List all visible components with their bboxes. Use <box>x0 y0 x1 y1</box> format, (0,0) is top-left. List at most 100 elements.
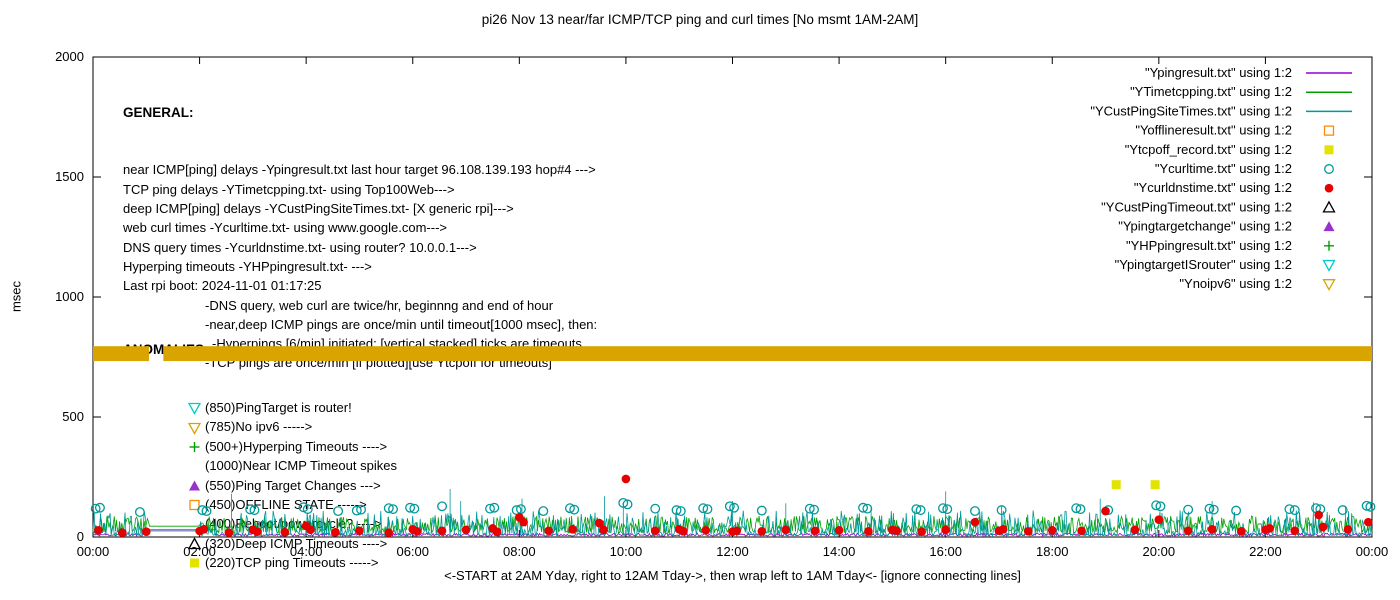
general-line: Last rpi boot: 2024-11-01 01:17:25 <box>123 278 322 294</box>
point-open-circle <box>1071 503 1082 514</box>
point-open-circle <box>862 503 873 514</box>
point-filled-circle <box>732 526 742 536</box>
point-filled-square <box>1150 480 1160 490</box>
x-tick-label: 04:00 <box>290 544 323 559</box>
point-open-circle <box>1204 503 1215 514</box>
point-filled-circle <box>461 525 471 535</box>
general-line: TCP ping delays -YTimetcpping.txt- using… <box>123 181 455 197</box>
point-open-circle <box>351 505 362 516</box>
point-open-circle <box>134 507 145 517</box>
legend-label: "Ypingresult.txt" using 1:2 <box>1145 65 1292 80</box>
point-filled-circle <box>941 525 950 535</box>
anomaly-item: (320)Deep ICMP Timeouts ----> <box>187 534 397 553</box>
point-filled-circle <box>1077 526 1086 536</box>
point-filled-circle <box>1130 525 1140 535</box>
point-open-circle <box>942 504 953 515</box>
general-line: DNS query times -Ycurldnstime.txt- using… <box>123 239 477 255</box>
point-filled-square <box>1324 145 1334 155</box>
point-triangle-up-open <box>187 537 202 550</box>
point-open-circle <box>356 504 367 515</box>
point-filled-circle <box>1290 526 1300 536</box>
point-open-circle <box>201 506 212 517</box>
chart-title: pi26 Nov 13 near/far ICMP/TCP ping and c… <box>481 12 919 27</box>
y-tick-label: 500 <box>62 409 84 424</box>
anomaly-item: (850)PingTarget is router! <box>187 398 397 417</box>
point-filled-circle <box>1154 515 1164 525</box>
anomaly-text: (320)Deep ICMP Timeouts ----> <box>205 535 388 551</box>
triangle-up-filled-icon <box>189 480 200 491</box>
point-open-circle <box>1151 500 1162 511</box>
point-open-circle <box>911 504 922 515</box>
point-filled-circle <box>701 525 711 535</box>
point-open-circle <box>388 504 398 515</box>
point-open-circle <box>622 499 633 510</box>
point-filled-circle <box>94 525 103 535</box>
point-open-circle <box>858 502 869 513</box>
point-filled-circle <box>650 526 660 536</box>
square-filled-icon <box>190 558 199 568</box>
general-heading: GENERAL: <box>123 104 194 120</box>
point-filled-circle <box>970 517 980 527</box>
point-open-circle <box>245 504 256 515</box>
point-open-circle <box>724 501 735 512</box>
anomaly-text: (1000)Near ICMP Timeout spikes <box>205 458 397 474</box>
x-tick-label: 00:00 <box>1356 544 1389 559</box>
point-filled-circle <box>1343 525 1353 534</box>
point-open-circle <box>1289 505 1300 516</box>
y-tick-label: 1000 <box>55 289 84 304</box>
x-tick-label: 16:00 <box>929 544 962 559</box>
point-filled-circle <box>355 526 364 536</box>
noipv6-band <box>163 346 1373 362</box>
legend-label: "YHPpingresult.txt" using 1:2 <box>1126 238 1292 253</box>
legend-label: "Ynoipv6" using 1:2 <box>1179 276 1292 291</box>
point-open-circle <box>249 505 260 516</box>
x-tick-label: 10:00 <box>610 544 643 559</box>
legend-label: "Ycurltime.txt" using 1:2 <box>1155 161 1292 176</box>
point-open-circle <box>702 504 713 515</box>
point-open-circle <box>90 503 101 514</box>
anomaly-item: (785)No ipv6 -----> <box>187 417 397 436</box>
point-filled-circle <box>1237 526 1246 536</box>
general-line: near ICMP[ping] delays -Ypingresult.txt … <box>123 162 596 178</box>
general-line: -near,deep ICMP pings are once/min until… <box>205 316 598 332</box>
point-triangle-down-open <box>187 403 202 416</box>
x-tick-label: 20:00 <box>1143 544 1176 559</box>
point-open-circle <box>756 505 767 516</box>
point-open-circle <box>804 503 815 514</box>
point-open-circle <box>650 503 661 514</box>
point-filled-circle <box>141 527 151 537</box>
point-filled-circle <box>280 527 290 537</box>
point-open-circle <box>970 506 980 517</box>
legend-label: "Yofflineresult.txt" using 1:2 <box>1135 123 1292 138</box>
point-filled-circle <box>118 528 127 537</box>
anomaly-item: (550)Ping Target Changes ---> <box>187 476 397 495</box>
point-triangle-down-open <box>1322 279 1336 292</box>
point-open-circle <box>1361 500 1372 511</box>
x-tick-label: 22:00 <box>1249 544 1282 559</box>
square-open-icon <box>189 500 200 511</box>
point-open-circle <box>671 505 682 516</box>
point-open-circle <box>809 504 819 515</box>
anomaly-text: (785)No ipv6 -----> <box>205 419 313 435</box>
point-filled-circle <box>1324 183 1334 193</box>
triangle-down-open-icon <box>187 422 202 435</box>
y-tick-label: 2000 <box>55 49 84 64</box>
point-filled-circle <box>1047 525 1057 535</box>
point-filled-circle <box>199 525 209 534</box>
point-open-circle <box>333 506 344 517</box>
point-filled-circle <box>1183 526 1193 536</box>
x-tick-label: 00:00 <box>77 544 110 559</box>
point-filled-circle <box>621 474 631 484</box>
point-open-circle <box>302 504 313 515</box>
point-filled-circle <box>864 526 873 536</box>
point-open-circle <box>729 502 740 513</box>
point-filled-circle <box>599 525 608 535</box>
point-filled-circle <box>594 518 604 528</box>
point-filled-circle <box>917 527 926 537</box>
point-filled-circle <box>781 525 791 535</box>
point-filled-circle <box>384 528 394 537</box>
point-open-circle <box>538 506 549 517</box>
point-open-circle <box>1208 504 1219 515</box>
x-tick-label: 06:00 <box>396 544 429 559</box>
